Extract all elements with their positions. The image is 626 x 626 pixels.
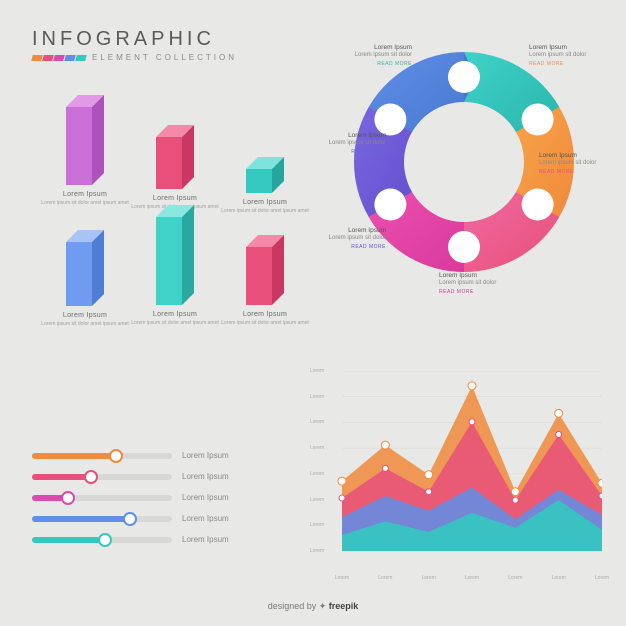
data-point [339, 495, 345, 501]
donut-node [374, 104, 406, 136]
data-point [556, 432, 562, 438]
data-point [469, 419, 475, 425]
x-axis-label: Lorem [552, 575, 566, 581]
progress-fill [32, 537, 105, 543]
y-axis-label: Lorem [310, 419, 324, 425]
donut-label: Lorem IpsumLorem ipsum sit dolorREAD MOR… [439, 272, 509, 296]
credit-brand: freepik [329, 601, 359, 611]
progress-track [32, 474, 172, 480]
credit-line: designed by ✦ freepik [0, 601, 626, 612]
donut-label: Lorem IpsumLorem ipsum sit dolorREAD MOR… [529, 44, 599, 68]
progress-knob[interactable] [123, 512, 137, 526]
y-axis-label: Lorem [310, 497, 324, 503]
progress-list: Lorem Ipsum Lorem Ipsum Lorem Ipsum Lorem I… [32, 451, 292, 556]
donut-cycle-chart: Lorem IpsumLorem ipsum sit dolorREAD MOR… [324, 22, 604, 302]
donut-node [522, 189, 554, 221]
donut-label: Lorem IpsumLorem ipsum sit dolorREAD MOR… [316, 132, 386, 156]
progress-fill [32, 474, 91, 480]
page-title: INFOGRAPHIC [32, 28, 237, 51]
donut-node [448, 61, 480, 93]
x-axis-label: Lorem [508, 575, 522, 581]
donut-node [522, 104, 554, 136]
x-axis-label: Lorem [422, 575, 436, 581]
donut-label: Lorem IpsumLorem ipsum sit dolorREAD MOR… [342, 44, 412, 68]
progress-knob[interactable] [109, 449, 123, 463]
x-axis-label: Lorem [335, 575, 349, 581]
bar-desc: Lorem ipsum sit dolor amet ipsum amet [210, 320, 320, 327]
progress-label: Lorem Ipsum [182, 451, 229, 460]
bar-title: Lorem Ipsum [210, 311, 320, 318]
swatch [64, 55, 76, 61]
progress-track [32, 537, 172, 543]
swatch [31, 55, 43, 61]
data-point [425, 471, 433, 479]
credit-prefix: designed by [268, 601, 319, 611]
donut-label: Lorem IpsumLorem ipsum sit dolorREAD MOR… [539, 152, 609, 176]
donut-node [374, 189, 406, 221]
y-axis-label: Lorem [310, 522, 324, 528]
swatch [53, 55, 65, 61]
data-point [338, 477, 346, 485]
progress-row: Lorem Ipsum [32, 451, 292, 460]
x-axis-label: Lorem [378, 575, 392, 581]
progress-knob[interactable] [61, 491, 75, 505]
progress-row: Lorem Ipsum [32, 535, 292, 544]
color-swatches [32, 55, 86, 61]
progress-fill [32, 453, 116, 459]
x-axis-label: Lorem [595, 575, 609, 581]
swatch [42, 55, 54, 61]
bar-item: Lorem Ipsum Lorem ipsum sit dolor amet ip… [210, 235, 320, 327]
y-axis-label: Lorem [310, 548, 324, 554]
y-axis-label: Lorem [310, 394, 324, 400]
header: INFOGRAPHIC ELEMENT COLLECTION [32, 28, 237, 62]
progress-row: Lorem Ipsum [32, 514, 292, 523]
area-chart: Lorem Lorem Lorem Lorem Lorem Lorem Lorem Lorem… [312, 371, 602, 571]
y-axis-label: Lorem [310, 471, 324, 477]
donut-label: Lorem IpsumLorem ipsum sit dolorREAD MOR… [316, 227, 386, 251]
data-point [468, 382, 476, 390]
data-point [598, 479, 602, 487]
progress-label: Lorem Ipsum [182, 472, 229, 481]
progress-knob[interactable] [84, 470, 98, 484]
swatch [75, 55, 87, 61]
progress-track [32, 516, 172, 522]
data-point [599, 493, 602, 499]
data-point [555, 409, 563, 417]
y-axis-label: Lorem [310, 445, 324, 451]
progress-label: Lorem Ipsum [182, 535, 229, 544]
progress-knob[interactable] [98, 533, 112, 547]
y-axis-label: Lorem [310, 368, 324, 374]
progress-label: Lorem Ipsum [182, 514, 229, 523]
data-point [512, 497, 518, 503]
progress-row: Lorem Ipsum [32, 493, 292, 502]
progress-fill [32, 516, 130, 522]
progress-row: Lorem Ipsum [32, 472, 292, 481]
data-point [382, 465, 388, 471]
page-subtitle: ELEMENT COLLECTION [92, 53, 237, 62]
data-point [381, 441, 389, 449]
progress-label: Lorem Ipsum [182, 493, 229, 502]
progress-track [32, 495, 172, 501]
donut-node [448, 231, 480, 263]
x-axis-label: Lorem [465, 575, 479, 581]
data-point [426, 489, 432, 495]
brand-icon: ✦ [319, 601, 329, 611]
data-point [511, 488, 519, 496]
progress-track [32, 453, 172, 459]
